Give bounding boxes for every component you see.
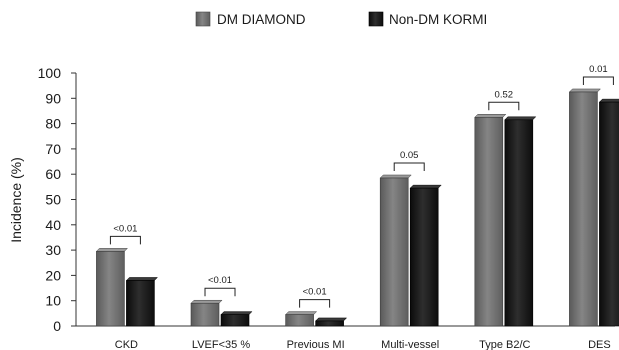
p-value-label: 0.05 xyxy=(400,150,419,161)
y-axis-ticks: 0 10 20 30 40 50 60 70 80 90 100 xyxy=(38,65,76,334)
y-tick-label: 100 xyxy=(38,65,62,81)
bar-top-dm-diamond xyxy=(285,311,318,315)
category-label: Type B2/C xyxy=(479,339,530,350)
significance-bracket xyxy=(109,235,141,245)
significance-bracket xyxy=(204,287,236,297)
bar-top-dm-diamond xyxy=(568,88,602,93)
significance-bracket xyxy=(582,76,614,85)
bar-dm-diamond xyxy=(569,91,598,327)
category-label: DES xyxy=(588,339,611,350)
bar-non-dm-kormi xyxy=(409,187,439,327)
category-label: Multi-vessel xyxy=(381,339,439,350)
p-value-label: 0.01 xyxy=(589,64,608,75)
category-label: Previous MI xyxy=(287,339,345,350)
p-value-label: <0.01 xyxy=(113,223,137,234)
legend-label-non-dm-kormi: Non-DM KORMI xyxy=(389,12,487,27)
bars xyxy=(95,88,619,327)
bar-dm-diamond xyxy=(190,302,220,327)
bar-dm-diamond xyxy=(96,251,125,327)
y-tick-label: 30 xyxy=(45,242,61,258)
significance-annotations: <0.01 <0.01 <0.01 0.05 0.52 0.01 xyxy=(109,64,614,308)
bar-top-non-dm-kormi xyxy=(598,98,619,103)
bar-top-non-dm-kormi xyxy=(220,311,253,315)
category-label: CKD xyxy=(115,339,138,350)
category-label: LVEF<35 % xyxy=(192,339,250,350)
legend-item-dm-diamond: DM DIAMOND xyxy=(195,11,306,27)
significance-bracket xyxy=(393,162,425,171)
legend-swatch-dm-diamond xyxy=(195,11,211,27)
legend-label-dm-diamond: DM DIAMOND xyxy=(217,12,306,27)
y-tick-label: 10 xyxy=(45,293,61,309)
y-tick-label: 50 xyxy=(45,192,61,208)
bar-top-non-dm-kormi xyxy=(409,184,442,189)
significance-bracket xyxy=(488,101,520,111)
bar-dm-diamond xyxy=(474,116,504,327)
p-value-label: <0.01 xyxy=(303,287,327,298)
bar-non-dm-kormi xyxy=(504,119,534,327)
bar-dm-diamond xyxy=(285,314,314,327)
bar-top-dm-diamond xyxy=(379,174,412,179)
significance-bracket xyxy=(299,299,331,308)
bar-top-dm-diamond xyxy=(474,114,507,118)
y-tick-label: 70 xyxy=(45,141,61,157)
bar-top-dm-diamond xyxy=(190,299,223,304)
bar-top-non-dm-kormi xyxy=(315,317,348,322)
y-tick-label: 0 xyxy=(53,318,61,334)
p-value-label: 0.52 xyxy=(495,89,514,100)
bar-dm-diamond xyxy=(379,177,409,327)
y-axis-label: Incidence (%) xyxy=(8,157,24,243)
y-tick-label: 90 xyxy=(45,90,61,106)
bar-non-dm-kormi xyxy=(315,320,344,327)
y-tick-label: 40 xyxy=(45,217,61,233)
legend: DM DIAMOND Non-DM KORMI xyxy=(195,11,487,27)
bar-non-dm-kormi xyxy=(126,280,155,327)
x-axis-categories: CKD LVEF<35 % Previous MI Multi-vessel Type … xyxy=(115,339,611,350)
bar-top-dm-diamond xyxy=(95,248,129,252)
y-tick-label: 20 xyxy=(45,267,61,283)
bar-non-dm-kormi xyxy=(220,314,250,327)
p-value-label: <0.01 xyxy=(208,275,232,286)
legend-swatch-non-dm-kormi xyxy=(368,11,384,27)
bar-top-non-dm-kormi xyxy=(125,277,159,281)
y-tick-label: 80 xyxy=(45,116,61,132)
bar-non-dm-kormi xyxy=(599,101,619,327)
bar-top-non-dm-kormi xyxy=(504,116,537,121)
y-tick-label: 60 xyxy=(45,166,61,182)
legend-item-non-dm-kormi: Non-DM KORMI xyxy=(368,11,487,27)
